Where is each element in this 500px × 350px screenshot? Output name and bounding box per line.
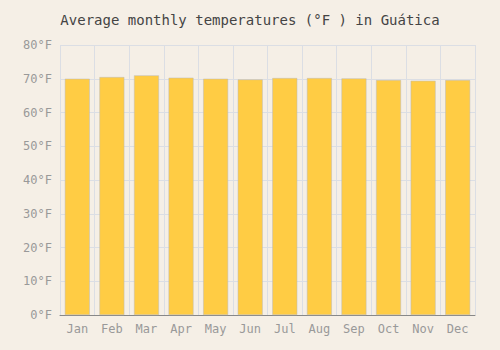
svg-text:May: May — [205, 322, 227, 336]
svg-text:40°F: 40°F — [23, 173, 52, 187]
svg-text:Oct: Oct — [378, 322, 400, 336]
svg-text:0°F: 0°F — [30, 308, 52, 322]
svg-text:Feb: Feb — [101, 322, 123, 336]
svg-text:20°F: 20°F — [23, 241, 52, 255]
svg-text:70°F: 70°F — [23, 72, 52, 86]
svg-text:80°F: 80°F — [23, 38, 52, 52]
svg-text:Mar: Mar — [136, 322, 158, 336]
svg-text:50°F: 50°F — [23, 139, 52, 153]
svg-text:Average monthly temperatures (: Average monthly temperatures (°F ) in Gu… — [60, 12, 439, 28]
svg-text:Apr: Apr — [170, 322, 192, 336]
svg-text:Jan: Jan — [66, 322, 88, 336]
svg-text:30°F: 30°F — [23, 207, 52, 221]
svg-text:Sep: Sep — [343, 322, 365, 336]
svg-text:10°F: 10°F — [23, 274, 52, 288]
svg-text:Aug: Aug — [309, 322, 331, 336]
svg-text:Jul: Jul — [274, 322, 296, 336]
svg-text:Nov: Nov — [412, 322, 434, 336]
svg-text:60°F: 60°F — [23, 106, 52, 120]
svg-text:Jun: Jun — [239, 322, 261, 336]
svg-text:Dec: Dec — [447, 322, 469, 336]
